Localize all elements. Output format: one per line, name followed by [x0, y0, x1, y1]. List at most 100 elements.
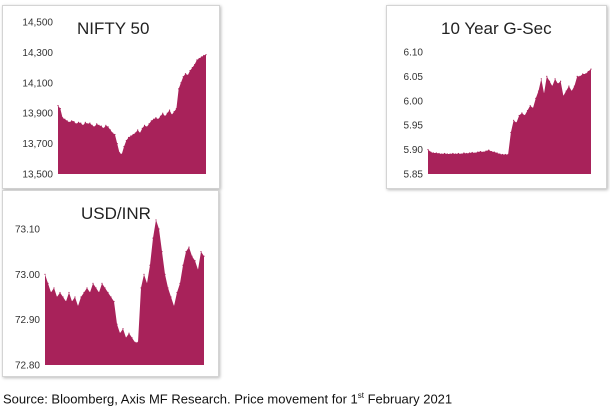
data-point	[493, 151, 495, 153]
data-point	[513, 119, 515, 121]
data-point	[504, 153, 506, 156]
data-point	[148, 123, 150, 125]
data-point	[482, 151, 484, 153]
data-point	[146, 282, 148, 284]
data-point	[153, 118, 155, 120]
data-point	[125, 139, 127, 142]
data-point	[64, 118, 66, 120]
data-point	[582, 73, 584, 75]
y-tick-label: 14,100	[22, 78, 53, 89]
y-tick-label: 13,900	[22, 109, 53, 120]
data-point	[175, 108, 177, 110]
data-point	[430, 151, 432, 153]
data-point	[443, 152, 446, 155]
data-point	[104, 287, 106, 289]
chart-title: NIFTY 50	[77, 19, 150, 38]
data-point	[139, 132, 141, 134]
data-point	[524, 114, 526, 117]
y-tick-label: 14,300	[22, 48, 53, 59]
caption-date: February 2021	[363, 391, 453, 407]
data-point	[66, 120, 68, 122]
data-point	[435, 152, 437, 154]
data-point	[184, 73, 187, 75]
data-point	[191, 67, 193, 69]
data-point	[128, 332, 130, 334]
data-point	[50, 291, 52, 294]
data-point	[53, 287, 55, 289]
data-point	[179, 282, 181, 284]
data-point	[89, 291, 91, 294]
data-point	[166, 112, 168, 114]
data-point	[188, 246, 190, 248]
data-point	[80, 296, 82, 298]
data-point	[488, 149, 490, 151]
data-point	[84, 121, 86, 123]
data-point	[185, 251, 187, 253]
data-point	[127, 136, 130, 139]
data-point	[131, 337, 133, 339]
data-point	[132, 133, 134, 136]
data-point	[198, 57, 200, 60]
data-point	[121, 153, 123, 155]
data-point	[162, 112, 164, 114]
gsec-chart-panel: 5.85 5.90 5.95 6.00 6.05 6.10 10 Year G-Sec	[386, 5, 607, 189]
data-point	[130, 135, 132, 137]
data-point	[551, 85, 553, 87]
data-point	[537, 90, 540, 92]
y-tick-label: 73.10	[15, 225, 40, 236]
y-tick-label: 5.85	[404, 170, 424, 181]
data-point	[441, 153, 443, 155]
data-point	[590, 68, 592, 70]
data-point	[110, 296, 112, 298]
data-point	[510, 131, 512, 134]
area-series	[58, 54, 206, 174]
data-point	[515, 122, 518, 124]
data-point	[182, 76, 184, 78]
data-point	[187, 74, 189, 76]
data-point	[161, 251, 163, 253]
data-point	[164, 273, 166, 275]
data-point	[501, 153, 504, 156]
y-tick-label: 72.90	[15, 315, 40, 326]
data-point	[83, 291, 85, 294]
data-point	[112, 132, 114, 134]
data-point	[571, 90, 573, 92]
data-point	[116, 323, 118, 325]
data-point	[71, 300, 73, 303]
data-point	[62, 296, 64, 298]
data-point	[584, 73, 587, 75]
data-point	[446, 153, 448, 155]
data-point	[479, 150, 482, 153]
data-point	[109, 129, 111, 131]
data-point	[196, 59, 198, 61]
data-point	[101, 282, 103, 284]
data-point	[535, 97, 537, 99]
data-point	[189, 70, 191, 72]
data-point	[96, 123, 98, 125]
data-point	[565, 90, 567, 92]
data-point	[203, 255, 205, 257]
data-point	[137, 341, 139, 343]
data-point	[114, 133, 116, 136]
data-point	[576, 75, 578, 77]
data-point	[86, 287, 88, 289]
gsec-chart: 5.85 5.90 5.95 6.00 6.05 6.10	[404, 48, 592, 181]
data-point	[521, 112, 523, 114]
data-point	[182, 264, 184, 266]
data-point	[123, 146, 125, 148]
data-point	[71, 120, 73, 122]
data-point	[80, 122, 82, 124]
caption-superscript: st	[357, 391, 364, 400]
chart-title: USD/INR	[81, 204, 151, 223]
data-point	[61, 117, 64, 119]
data-point	[77, 305, 79, 307]
data-point	[474, 152, 476, 154]
data-point	[155, 219, 157, 221]
data-point	[141, 127, 143, 129]
data-point	[205, 54, 207, 56]
data-point	[518, 114, 520, 117]
data-point	[466, 152, 468, 155]
y-tick-label: 6.05	[404, 72, 424, 83]
data-point	[194, 63, 196, 66]
data-point	[119, 332, 121, 334]
